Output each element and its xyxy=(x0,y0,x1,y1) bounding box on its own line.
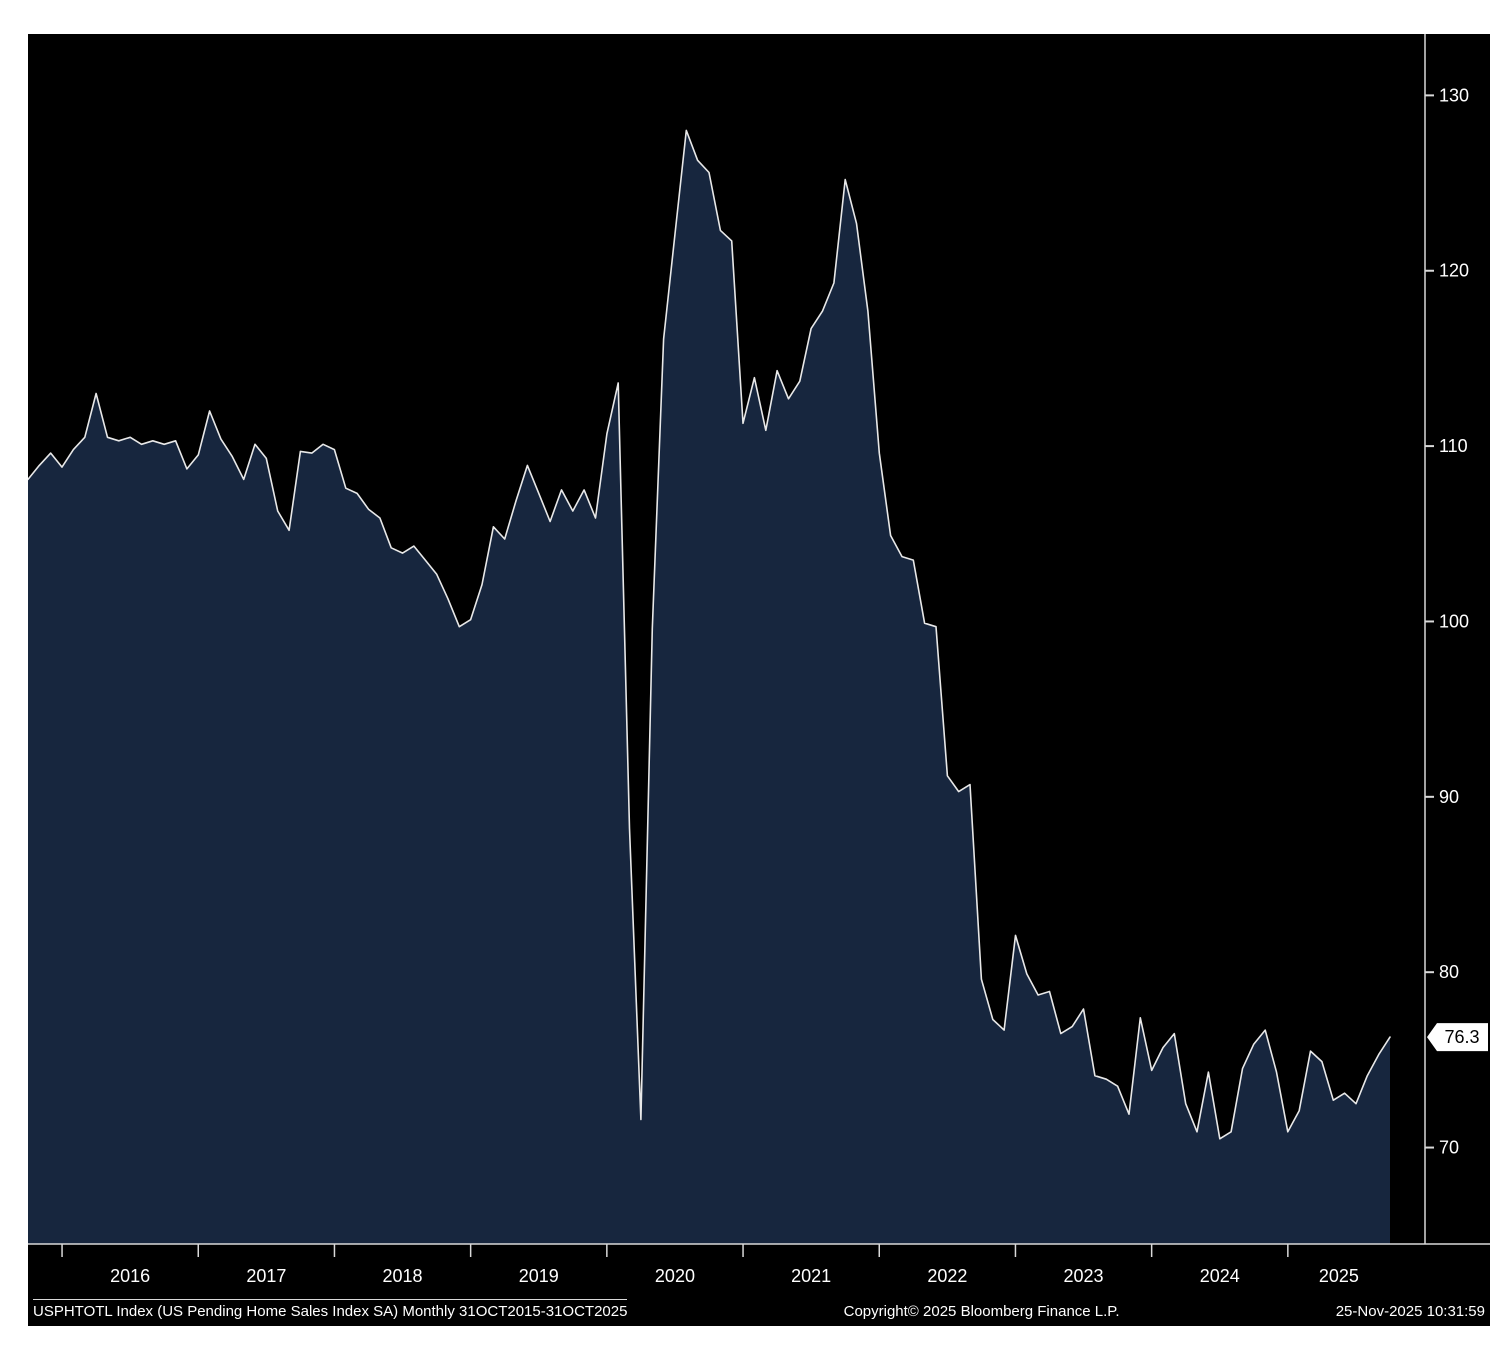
footer-security-description: USPHTOTL Index (US Pending Home Sales In… xyxy=(33,1299,628,1320)
y-tick-label: 80 xyxy=(1439,962,1459,982)
y-tick-label: 120 xyxy=(1439,261,1469,281)
x-tick-label: 2025 xyxy=(1319,1266,1359,1286)
x-tick-label: 2021 xyxy=(791,1266,831,1286)
x-tick-label: 2024 xyxy=(1200,1266,1240,1286)
area-series xyxy=(28,129,1391,1244)
y-tick-label: 110 xyxy=(1439,436,1468,456)
bloomberg-chart-window: 130 120 110 100 90 80 70 2016 2017 2018 2019 2020 20… xyxy=(28,34,1490,1326)
last-value-label: 76.3 xyxy=(1444,1027,1479,1047)
x-tick-label: 2020 xyxy=(655,1266,695,1286)
chart-footer: USPHTOTL Index (US Pending Home Sales In… xyxy=(28,1299,1490,1320)
x-axis: 2016 2017 2018 2019 2020 2021 2022 2023 2024 2025 xyxy=(28,1243,1490,1286)
y-tick-label: 90 xyxy=(1439,787,1459,807)
x-tick-label: 2019 xyxy=(519,1266,559,1286)
y-tick-label: 70 xyxy=(1439,1138,1459,1158)
x-tick-label: 2017 xyxy=(246,1266,286,1286)
x-tick-label: 2016 xyxy=(110,1266,150,1286)
x-tick-label: 2023 xyxy=(1064,1266,1104,1286)
x-tick-label: 2022 xyxy=(927,1266,967,1286)
last-value-badge: 76.3 xyxy=(1427,1023,1488,1052)
y-tick-label: 130 xyxy=(1439,85,1469,105)
y-tick-label: 100 xyxy=(1439,611,1469,631)
footer-timestamp: 25-Nov-2025 10:31:59 xyxy=(1335,1303,1485,1320)
x-tick-label: 2018 xyxy=(383,1266,423,1286)
footer-copyright: Copyright© 2025 Bloomberg Finance L.P. xyxy=(843,1303,1120,1320)
y-axis: 130 120 110 100 90 80 70 xyxy=(1424,34,1469,1244)
